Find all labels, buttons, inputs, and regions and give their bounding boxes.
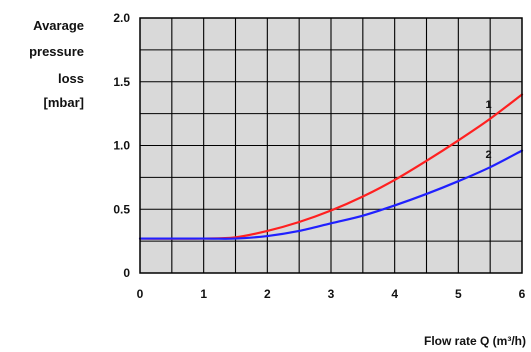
y-axis-label-line-1: Avarage [33,18,84,33]
y-tick-label: 0.5 [113,202,130,216]
y-tick-label: 2.0 [113,11,130,25]
x-tick-label: 1 [200,287,207,301]
y-axis-label-line-3: loss [58,71,84,86]
y-tick-labels: 0 0.5 1.0 1.5 2.0 [113,11,130,280]
x-tick-labels: 0 1 2 3 4 5 6 [137,287,526,301]
x-tick-label: 6 [519,287,526,301]
y-axis-label: Avarage pressure loss [mbar] [29,18,84,110]
series-label-2: 2 [485,149,491,161]
y-tick-label: 0 [123,266,130,280]
y-axis-label-line-2: pressure [29,44,84,59]
y-tick-label: 1.0 [113,139,130,153]
x-tick-label: 2 [264,287,271,301]
series-layer: 12 [138,93,524,240]
x-tick-label: 5 [455,287,462,301]
x-tick-label: 3 [328,287,335,301]
series-line-2 [138,149,524,240]
y-axis-label-line-4: [mbar] [44,95,84,110]
series-label-1: 1 [485,99,491,111]
x-tick-label: 4 [391,287,398,301]
x-axis-label: Flow rate Q (m³/h) [424,334,526,348]
x-tick-label: 0 [137,287,144,301]
y-tick-label: 1.5 [113,75,130,89]
grid-lines [140,18,522,273]
plot-frame [139,17,523,274]
